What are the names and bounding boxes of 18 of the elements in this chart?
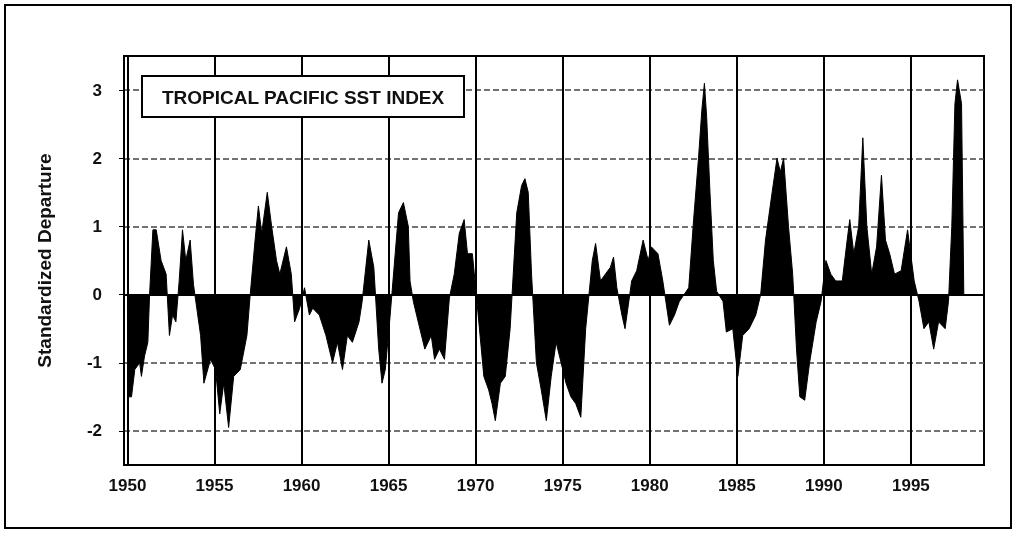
y-tick-label: 2 (92, 148, 102, 168)
x-tick-label: 1985 (717, 476, 756, 495)
x-tick-label: 1950 (108, 476, 147, 495)
y-tick-label: -2 (86, 421, 102, 441)
y-axis-title: Standardized Departure (34, 153, 55, 368)
y-tick-label: 3 (92, 80, 102, 100)
x-tick-label: 1995 (891, 476, 930, 495)
x-tick-label: 1960 (282, 476, 321, 495)
y-tick-label: 0 (92, 285, 102, 305)
x-tick-label: 1970 (456, 476, 495, 495)
x-tick-label: 1975 (543, 476, 582, 495)
x-tick-label: 1990 (804, 476, 843, 495)
y-tick-label: 1 (92, 216, 102, 236)
y-tick-label: -1 (86, 353, 102, 373)
x-tick-label: 1965 (369, 476, 408, 495)
text: TROPICAL PACIFIC SST INDEX (162, 87, 445, 108)
x-tick-label: 1955 (195, 476, 234, 495)
x-tick-label: 1980 (630, 476, 669, 495)
